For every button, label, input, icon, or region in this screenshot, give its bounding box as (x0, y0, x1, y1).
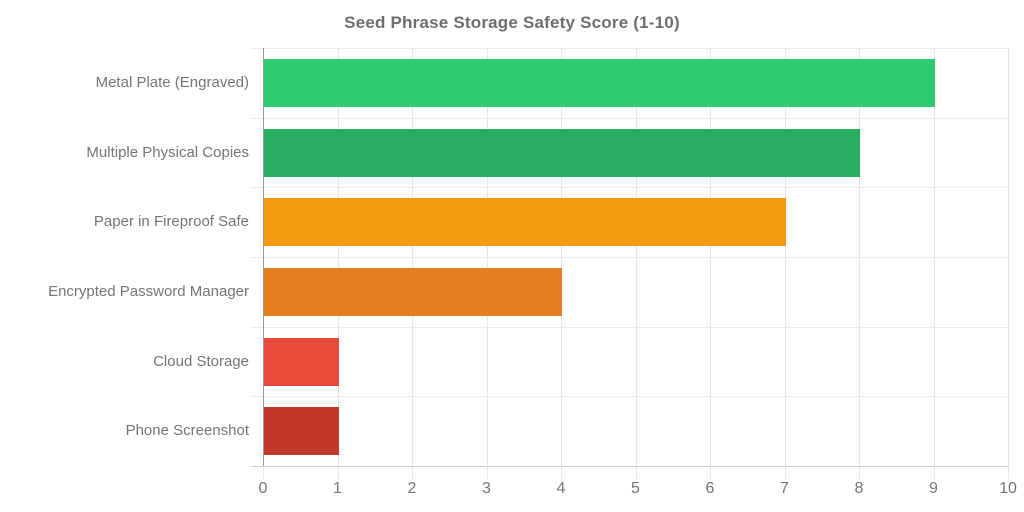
gridline-vertical (710, 48, 711, 466)
axis-tick (337, 466, 339, 479)
bar (264, 128, 860, 177)
chart-title: Seed Phrase Storage Safety Score (1-10) (344, 13, 680, 32)
x-tick-label: 4 (556, 480, 566, 497)
x-tick-label: 8 (854, 480, 864, 497)
gridline-vertical (784, 48, 786, 466)
gridline-vertical (486, 48, 488, 466)
category-label: Paper in Fireproof Safe (93, 213, 249, 231)
gridline-vertical (412, 48, 413, 466)
axis-tick (561, 466, 562, 479)
axis-tick (1008, 466, 1009, 479)
x-tick-label: 1 (333, 480, 342, 497)
x-tick-label: 3 (482, 480, 491, 497)
gridline-horizontal (251, 48, 1008, 49)
bar (264, 198, 786, 247)
gridline-horizontal (251, 396, 1008, 398)
x-tick-label: 6 (705, 480, 715, 497)
x-tick-label: 5 (631, 480, 640, 497)
gridline-horizontal (251, 466, 1008, 467)
axis-tick (412, 466, 413, 479)
x-tick-label: 7 (780, 480, 789, 497)
axis-tick (784, 466, 786, 479)
gridline-vertical (635, 48, 637, 466)
gridline-vertical (1008, 48, 1009, 466)
category-label: Multiple Physical Copies (86, 143, 249, 161)
gridline-vertical (337, 48, 339, 466)
gridline-vertical (933, 48, 935, 466)
axis-tick (859, 466, 860, 479)
gridline-vertical (561, 48, 562, 466)
x-tick-label: 10 (999, 480, 1017, 497)
y-axis-line (263, 48, 264, 466)
gridline-vertical (859, 48, 860, 466)
gridline-horizontal (251, 187, 1008, 189)
x-tick-label: 9 (929, 480, 938, 497)
category-label: Encrypted Password Manager (48, 283, 249, 300)
category-label: Phone Screenshot (125, 422, 249, 440)
axis-tick (635, 466, 637, 479)
bar (264, 337, 339, 386)
axis-tick (710, 466, 711, 479)
axis-tick (486, 466, 488, 479)
x-tick-label: 2 (407, 480, 417, 497)
gridline-horizontal (251, 117, 1008, 119)
category-label: Metal Plate (Engraved) (95, 74, 249, 91)
axis-tick (933, 466, 935, 479)
bar (264, 58, 935, 107)
bar (264, 407, 339, 456)
axis-tick (263, 466, 264, 479)
gridline-horizontal (251, 326, 1008, 328)
x-tick-label: 0 (258, 480, 268, 497)
bar (264, 267, 562, 316)
gridline-horizontal (251, 257, 1008, 258)
category-label: Cloud Storage (153, 352, 249, 370)
